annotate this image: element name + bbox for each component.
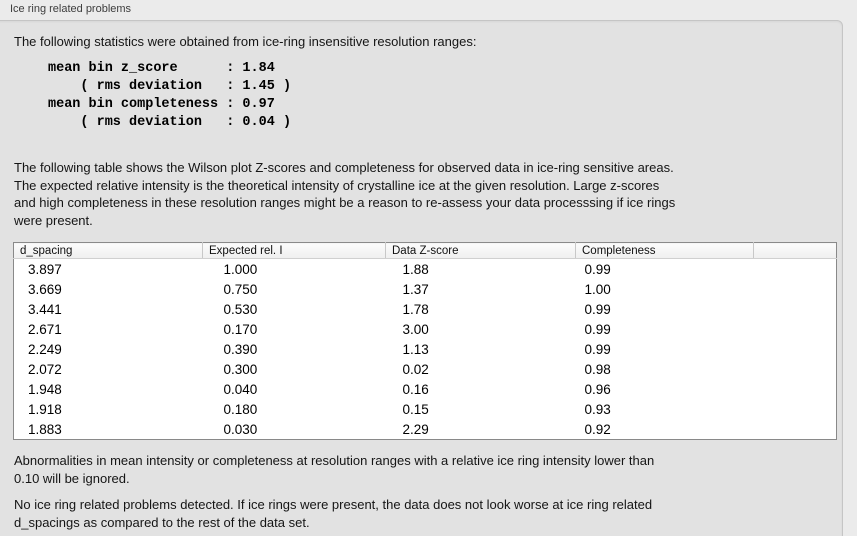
- table-cell: 3.00: [402, 321, 429, 337]
- table-cell: [754, 399, 837, 419]
- groupbox-title: Ice ring related problems: [10, 3, 132, 15]
- table-row[interactable]: 3.441 0.530 1.78 0.99: [14, 299, 837, 319]
- table-cell: 0.040: [223, 381, 258, 397]
- intro-text: The following statistics were obtained f…: [14, 34, 477, 49]
- table-row[interactable]: 2.072 0.300 0.02 0.98: [14, 359, 837, 379]
- table-cell: 0.99: [584, 321, 611, 337]
- table-cell: [754, 379, 837, 399]
- table-cell: 1.918: [28, 401, 62, 417]
- table-cell: 1.13: [402, 341, 429, 357]
- table-cell: 1.948: [28, 381, 62, 397]
- table-cell: 2.249: [28, 341, 62, 357]
- table-cell: 3.669: [28, 281, 62, 297]
- column-header-expected-rel-i[interactable]: Expected rel. I: [202, 242, 386, 259]
- column-header-completeness[interactable]: Completeness: [575, 242, 754, 259]
- table-body: 3.897 1.000 1.88 0.99 3.669 0.750 1.37 1.00 3.44…: [14, 259, 837, 440]
- table-cell: [754, 319, 837, 339]
- stats-block: mean bin z_score : 1.84 ( rms deviation …: [48, 61, 292, 130]
- table-cell: 1.37: [402, 281, 429, 297]
- column-header-d-spacing[interactable]: d_spacing: [13, 242, 203, 259]
- table-cell: 0.300: [223, 361, 258, 377]
- table-cell: 0.390: [223, 341, 258, 357]
- table-cell: 1.000: [223, 261, 258, 277]
- table-row[interactable]: 3.669 0.750 1.37 1.00: [14, 279, 837, 299]
- table-cell: 0.96: [584, 381, 611, 397]
- table-cell: 2.671: [28, 321, 62, 337]
- table-row[interactable]: 2.249 0.390 1.13 0.99: [14, 339, 837, 359]
- table-cell: 0.99: [584, 261, 611, 277]
- table-cell: 1.88: [402, 261, 429, 277]
- ice-ring-groupbox: The following statistics were obtained f…: [0, 20, 843, 536]
- table-cell: 0.99: [584, 341, 611, 357]
- table-row[interactable]: 1.918 0.180 0.15 0.93: [14, 399, 837, 419]
- table-cell: [754, 339, 837, 359]
- table-cell: [754, 279, 837, 299]
- table-cell: 0.16: [402, 381, 429, 397]
- table-row[interactable]: 1.883 0.030 2.29 0.92: [14, 419, 837, 440]
- table-cell: 0.750: [223, 281, 258, 297]
- table-cell: 0.93: [584, 401, 611, 417]
- table-row[interactable]: 1.948 0.040 0.16 0.96: [14, 379, 837, 399]
- table-row[interactable]: 3.897 1.000 1.88 0.99: [14, 259, 837, 280]
- table-cell: [754, 299, 837, 319]
- column-header-filler: [753, 242, 837, 259]
- table-cell: 2.29: [402, 421, 429, 437]
- ice-ring-table: d_spacing Expected rel. I Data Z-score Comp…: [13, 242, 837, 440]
- table-header-row: d_spacing Expected rel. I Data Z-score Comp…: [13, 242, 837, 259]
- table-cell: 1.00: [584, 281, 611, 297]
- column-header-data-z-score[interactable]: Data Z-score: [385, 242, 576, 259]
- table-cell: [754, 419, 837, 440]
- table-cell: 0.180: [223, 401, 258, 417]
- ignore-note-text: Abnormalities in mean intensity or compl…: [14, 453, 655, 486]
- table-cell: 3.441: [28, 301, 62, 317]
- table-cell: 2.072: [28, 361, 62, 377]
- ice-ring-table-container: d_spacing Expected rel. I Data Z-score Comp…: [13, 242, 842, 440]
- table-cell: 0.170: [223, 321, 258, 337]
- table-cell: 3.897: [28, 261, 62, 277]
- table-row[interactable]: 2.671 0.170 3.00 0.99: [14, 319, 837, 339]
- table-cell: 0.99: [584, 301, 611, 317]
- table-cell: 0.030: [223, 421, 258, 437]
- table-cell: 1.78: [402, 301, 429, 317]
- table-cell: [754, 359, 837, 379]
- table-cell: 0.92: [584, 421, 611, 437]
- table-cell: 0.98: [584, 361, 611, 377]
- table-cell: [754, 259, 837, 280]
- table-cell: 0.15: [402, 401, 429, 417]
- description-text: The following table shows the Wilson plo…: [14, 160, 676, 228]
- conclusion-text: No ice ring related problems detected. I…: [14, 497, 653, 530]
- table-cell: 0.530: [223, 301, 258, 317]
- table-cell: 0.02: [402, 361, 429, 377]
- table-cell: 1.883: [28, 421, 62, 437]
